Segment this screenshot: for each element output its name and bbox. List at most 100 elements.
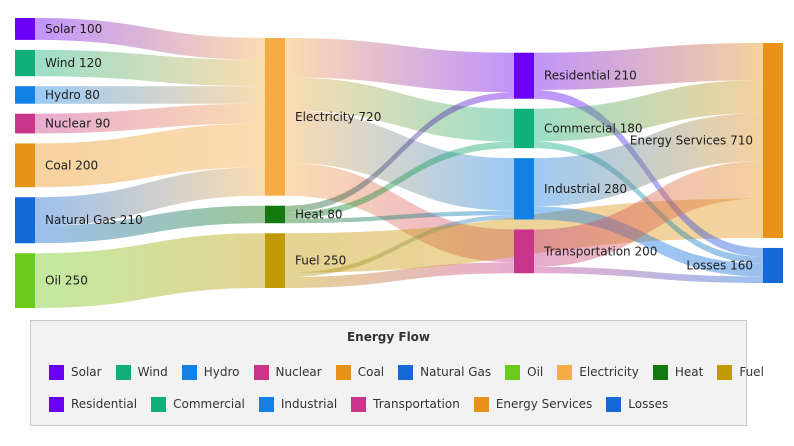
- link-heat-to-commercial[interactable]: [285, 141, 514, 219]
- node-label-fuel: Fuel 250: [295, 254, 346, 268]
- legend-label: Natural Gas: [420, 365, 492, 379]
- legend-label: Energy Services: [495, 397, 593, 411]
- sankey-svg: Solar 100 Wind 120 Hydro 80 Nuclear 90 Coal …: [15, 18, 783, 308]
- legend-swatch: [115, 364, 131, 380]
- legend-label: Coal: [357, 365, 385, 379]
- legend-swatch: [258, 396, 274, 412]
- link-oil-to-fuel[interactable]: [35, 233, 265, 308]
- legend-label: Wind: [137, 365, 168, 379]
- node-solar[interactable]: [15, 18, 35, 40]
- link-coal-to-electricity[interactable]: [35, 123, 265, 188]
- legend-swatch: [49, 364, 64, 380]
- link-electricity-to-residential[interactable]: [285, 38, 514, 93]
- legend-swatch: [151, 396, 167, 412]
- links-layer: [35, 18, 763, 308]
- legend-item-losses[interactable]: Losses: [606, 396, 669, 412]
- link-commercial-to-energy-services[interactable]: [534, 80, 763, 142]
- legend-label: Fuel: [739, 365, 764, 379]
- link-natural-gas-to-electricity[interactable]: [35, 167, 265, 226]
- node-label-nuclear: Nuclear 90: [45, 117, 110, 131]
- node-label-transportation: Transportation 200: [543, 244, 657, 258]
- legend-row: Residential Commercial Industrial Transport…: [49, 395, 736, 413]
- nodes-layer: [15, 18, 783, 308]
- link-solar-to-electricity[interactable]: [35, 18, 265, 60]
- legend-item-industrial[interactable]: Industrial: [258, 396, 338, 412]
- legend-label: Industrial: [280, 397, 338, 411]
- node-coal[interactable]: [15, 143, 35, 188]
- legend-label: Solar: [71, 365, 102, 379]
- legend-item-natural-gas[interactable]: Natural Gas: [398, 364, 492, 380]
- node-label-losses: Losses 160: [686, 258, 753, 272]
- legend-title: Energy Flow: [346, 330, 431, 344]
- legend-item-wind[interactable]: Wind: [115, 364, 168, 380]
- link-industrial-to-energy-services[interactable]: [534, 113, 763, 207]
- link-residential-to-energy-services[interactable]: [534, 43, 763, 90]
- node-label-electricity: Electricity 720: [295, 110, 381, 124]
- legend-swatch: [181, 364, 197, 380]
- legend-swatch: [505, 364, 521, 380]
- legend-item-heat[interactable]: Heat: [652, 364, 704, 380]
- legend-label: Heat: [674, 365, 704, 379]
- node-losses[interactable]: [763, 247, 783, 283]
- node-label-industrial: Industrial 280: [544, 182, 627, 196]
- sankey-chart: Solar 100 Wind 120 Hydro 80 Nuclear 90 Coal …: [15, 18, 783, 308]
- link-nuclear-to-electricity[interactable]: [35, 103, 265, 134]
- link-wind-to-electricity[interactable]: [35, 49, 265, 87]
- legend-item-transportation[interactable]: Transportation: [351, 396, 460, 412]
- legend-label: Oil: [527, 365, 544, 379]
- node-label-coal: Coal 200: [45, 158, 98, 172]
- node-hydro[interactable]: [15, 86, 35, 104]
- legend-row: Solar Wind Hydro Nuclear Coal Natural Gas Oil E…: [49, 363, 764, 381]
- legend-label: Losses: [628, 397, 669, 411]
- legend-label: Transportation: [373, 397, 460, 411]
- legend-swatch: [398, 364, 414, 380]
- legend-item-coal[interactable]: Coal: [335, 364, 385, 380]
- legend-label: Electricity: [579, 365, 639, 379]
- node-label-solar: Solar 100: [45, 22, 102, 36]
- node-wind[interactable]: [15, 49, 35, 77]
- legend-item-fuel[interactable]: Fuel: [717, 364, 764, 380]
- node-energy-services[interactable]: [763, 43, 783, 238]
- node-transportation[interactable]: [514, 229, 534, 274]
- node-residential[interactable]: [514, 52, 534, 99]
- link-electricity-to-commercial[interactable]: [285, 77, 514, 142]
- node-industrial[interactable]: [514, 158, 534, 220]
- legend-item-oil[interactable]: Oil: [505, 364, 544, 380]
- link-electricity-to-industrial[interactable]: [285, 110, 514, 211]
- legend-swatch: [351, 396, 367, 412]
- node-label-natural-gas: Natural Gas 210: [45, 213, 143, 227]
- link-natural-gas-to-heat[interactable]: [35, 205, 265, 244]
- link-transportation-to-losses[interactable]: [534, 266, 763, 283]
- legend-swatch: [473, 396, 489, 412]
- legend-swatch: [652, 364, 668, 380]
- node-label-oil: Oil 250: [45, 274, 88, 288]
- node-electricity[interactable]: [265, 38, 285, 196]
- node-heat[interactable]: [265, 205, 285, 224]
- legend-item-energy-services[interactable]: Energy Services: [473, 396, 593, 412]
- link-hydro-to-electricity[interactable]: [35, 86, 265, 104]
- node-label-commercial: Commercial 180: [544, 121, 643, 135]
- node-nuclear[interactable]: [15, 113, 35, 134]
- labels-layer: Solar 100 Wind 120 Hydro 80 Nuclear 90 Coal …: [45, 22, 753, 288]
- link-heat-to-residential[interactable]: [285, 92, 514, 213]
- node-oil[interactable]: [15, 253, 35, 308]
- legend-swatch: [717, 364, 733, 380]
- node-commercial[interactable]: [514, 108, 534, 149]
- legend-swatch: [253, 364, 269, 380]
- legend-item-commercial[interactable]: Commercial: [151, 396, 245, 412]
- node-label-energy-services: Energy Services 710: [630, 133, 753, 147]
- legend-item-hydro[interactable]: Hydro: [181, 364, 240, 380]
- link-fuel-to-transportation[interactable]: [285, 262, 514, 288]
- legend-item-residential[interactable]: Residential: [49, 396, 138, 412]
- link-transportation-to-energy-services[interactable]: [534, 161, 763, 267]
- legend-label: Nuclear: [275, 365, 322, 379]
- legend-label: Residential: [71, 397, 138, 411]
- legend-item-solar[interactable]: Solar: [49, 364, 102, 380]
- legend-item-electricity[interactable]: Electricity: [557, 364, 639, 380]
- node-natural-gas[interactable]: [15, 197, 35, 244]
- legend-item-nuclear[interactable]: Nuclear: [253, 364, 322, 380]
- legend-label: Hydro: [203, 365, 240, 379]
- legend: Energy Flow Solar Wind Hydro Nuclear Coal Nat…: [30, 320, 764, 426]
- node-fuel[interactable]: [265, 233, 285, 288]
- link-heat-to-industrial[interactable]: [285, 210, 514, 224]
